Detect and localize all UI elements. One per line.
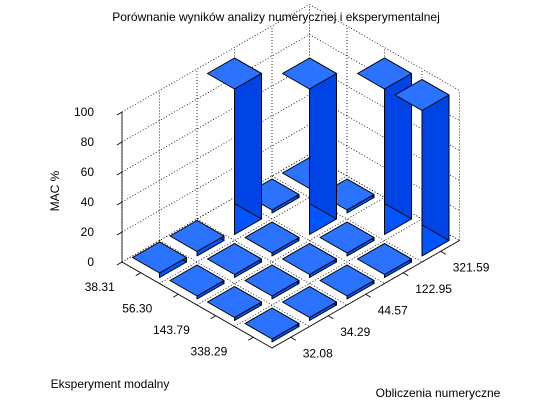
bar-top-face	[282, 286, 337, 318]
gridline-floor-col	[159, 240, 310, 327]
z-tick	[116, 111, 123, 116]
gridline-floor-row	[196, 197, 385, 306]
bar-r3-c3	[282, 243, 337, 278]
z-tick-label: 0	[87, 255, 94, 269]
gridline-back-right-z	[309, 4, 460, 91]
z-tick	[116, 141, 123, 146]
bar-top-face	[244, 307, 300, 340]
x-tick-label: 38.31	[85, 280, 115, 294]
bar-r1-c2	[169, 220, 225, 257]
y-tick	[290, 336, 296, 341]
x-tick	[210, 315, 216, 320]
y-tick-label: 44.57	[378, 303, 408, 317]
bar-r3-c5	[357, 57, 412, 235]
z-tick-label: 80	[81, 135, 95, 149]
bar-top-face	[282, 57, 337, 90]
bar-r4-c3	[319, 264, 375, 300]
gridline-floor-row	[121, 154, 310, 263]
x-tick	[248, 336, 254, 341]
x-axis-line	[121, 261, 273, 349]
bar-top-face	[394, 79, 450, 111]
z-tick-label: 100	[74, 105, 94, 119]
x-tick	[173, 293, 179, 298]
z-axis-label: MAC %	[48, 170, 62, 211]
y-tick-label: 122.95	[415, 282, 452, 296]
bar-top-face	[244, 221, 300, 254]
gridline-back-left-z	[121, 94, 310, 203]
bar-top-face	[207, 57, 262, 90]
z-tick	[116, 261, 123, 266]
bar-top-face	[357, 57, 412, 90]
z-tick	[116, 201, 123, 206]
x-tick	[135, 272, 141, 277]
gridline-back-left-z	[121, 4, 310, 113]
z-tick-label: 40	[81, 195, 95, 209]
gridline-floor-col	[271, 175, 423, 263]
y-tick-label: 321.59	[453, 260, 490, 274]
bar-r1-c3	[207, 57, 262, 235]
x-tick-label: 338.29	[191, 344, 228, 358]
bar-top-face	[319, 264, 375, 297]
bar-r3-c4	[319, 221, 375, 257]
bar-r2-c3	[244, 221, 300, 257]
gridline-floor-col	[196, 218, 348, 306]
bar-r4-c2	[282, 286, 337, 321]
bar-top-face	[357, 243, 412, 275]
bar-layer	[132, 57, 450, 343]
z-tick	[116, 171, 123, 176]
bar-r2-c1	[169, 264, 225, 300]
bar-top-face	[169, 264, 225, 297]
z-tick-label: 60	[81, 165, 95, 179]
bar-top-face	[169, 220, 225, 252]
gridline-floor-row	[234, 218, 423, 327]
x-tick-label: 143.79	[153, 323, 190, 337]
y-tick	[403, 272, 409, 277]
bar-r3-c2	[244, 264, 300, 300]
y-tick	[440, 250, 446, 255]
y-tick	[365, 293, 371, 298]
y-tick-label: 34.29	[340, 325, 370, 339]
bar-top-face	[207, 286, 262, 318]
gridline-back-left-z	[121, 34, 310, 143]
bar-top-face	[207, 243, 262, 275]
gridline-back-left-z	[121, 124, 310, 233]
bar-r1-c1	[132, 241, 187, 278]
gridline-floor-col	[234, 197, 385, 284]
bar-r4-c4	[357, 243, 412, 278]
z-tick	[116, 231, 123, 236]
bar-top-face	[319, 221, 375, 254]
bar-r3-c1	[207, 286, 262, 321]
bar-top-face	[244, 264, 300, 297]
y-axis-label: Obliczenia numeryczne	[376, 386, 501, 400]
chart-title: Porównanie wyników analizy numerycznej i…	[112, 10, 440, 24]
bar-r2-c4	[282, 57, 337, 235]
gridline-back-left-z	[121, 64, 310, 173]
y-tick-label: 32.08	[303, 346, 333, 360]
bar-r4-c5	[394, 79, 450, 257]
bar-r2-c2	[207, 243, 262, 278]
x-axis-label: Eksperyment modalny	[51, 377, 170, 391]
y-tick	[328, 315, 334, 320]
x-tick-label: 56.30	[122, 301, 152, 315]
bar-top-face	[282, 243, 337, 275]
label-layer: Porównanie wyników analizy numerycznej i…	[48, 10, 501, 400]
bar-r4-c1	[244, 307, 300, 343]
z-tick-label: 20	[81, 225, 95, 239]
bar-top-face	[132, 241, 187, 274]
